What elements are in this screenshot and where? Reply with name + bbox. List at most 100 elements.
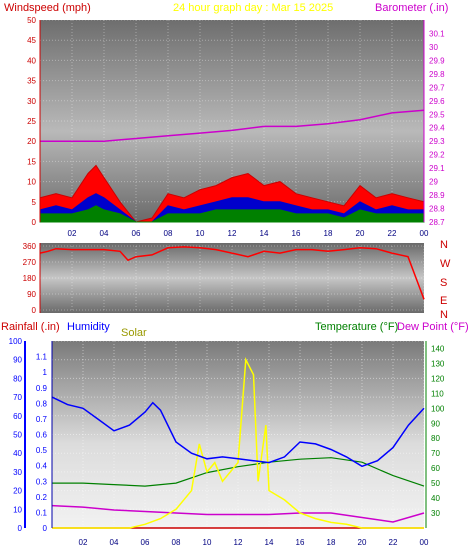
temperature-y-tick: 70 (431, 449, 440, 458)
direction-letter: E (440, 295, 447, 307)
date-title: 24 hour graph day : Mar 15 2025 (173, 2, 333, 14)
solar-line (52, 356, 424, 529)
temperature-y-tick: 50 (431, 479, 440, 488)
humidity-y-tick: 90 (13, 356, 22, 365)
direction-axes: 0 90 180 270 360 (23, 242, 41, 315)
barometer-y-tick: 29.1 (429, 164, 445, 173)
barometer-y-tick: 30 (429, 43, 438, 52)
direction-y-tick: 270 (23, 258, 37, 267)
weather-x-tick: 00 (420, 538, 429, 547)
wind-x-tick: 20 (356, 229, 365, 238)
weather-x-tick: 04 (110, 538, 119, 547)
direction-grid (40, 245, 425, 311)
rain-y-tick: 0.6 (36, 431, 48, 440)
low-wind-area (39, 205, 425, 223)
rainfall-title: Rainfall (.in) (1, 321, 60, 333)
direction-line (39, 246, 425, 300)
barometer-y-tick: 29.9 (429, 56, 445, 65)
wind-y-tick: 10 (27, 178, 36, 187)
direction-letter: S (440, 277, 447, 289)
humidity-title: Humidity (67, 321, 110, 333)
rain-y-tick: 0.2 (36, 493, 48, 502)
wind-axes: 02 04 06 08 10 12 14 16 18 20 22 000510152025303540… (27, 16, 445, 238)
wind-x-tick: 10 (196, 229, 205, 238)
rain-y-tick: 1.1 (36, 353, 48, 362)
weather-marks (51, 356, 425, 529)
humidity-y-tick: 80 (13, 374, 22, 383)
wind-x-tick: 18 (324, 229, 333, 238)
humidity-y-tick: 10 (13, 505, 22, 514)
wind-y-tick: 20 (27, 137, 36, 146)
humidity-y-tick: 30 (13, 468, 22, 477)
wind-x-tick: 08 (164, 229, 173, 238)
barometer-title: Barometer (.in) (375, 2, 448, 14)
wind-y-tick: 45 (27, 36, 36, 45)
barometer-y-tick: 29 (429, 178, 438, 187)
humidity-y-tick: 0 (18, 524, 23, 533)
barometer-y-tick: 30.1 (429, 29, 445, 38)
wind-x-tick: 00 (420, 229, 429, 238)
wind-marks (39, 109, 425, 223)
barometer-y-tick: 28.8 (429, 205, 445, 214)
barometer-y-tick: 29.3 (429, 137, 445, 146)
temperature-y-tick: 110 (431, 389, 444, 398)
wind-x-tick: 16 (292, 229, 301, 238)
humidity-y-tick: 40 (13, 449, 22, 458)
rain-y-tick: 0.8 (36, 399, 48, 408)
wind-y-tick: 5 (32, 198, 37, 207)
weather-x-tick: 06 (141, 538, 150, 547)
barometer-y-tick: 28.9 (429, 191, 445, 200)
temperature-y-tick: 140 (431, 344, 445, 353)
barometer-y-tick: 29.7 (429, 83, 445, 92)
weather-x-tick: 08 (172, 538, 181, 547)
weather-axes: 02 04 06 08 10 12 14 16 18 20 22 000102030405060708… (9, 337, 445, 547)
humidity-line (51, 396, 425, 468)
temperature-line (52, 457, 425, 487)
weather-x-tick: 14 (265, 538, 274, 547)
weather-x-tick: 22 (389, 538, 398, 547)
temperature-y-tick: 90 (431, 419, 440, 428)
wind-x-tick: 12 (228, 229, 237, 238)
barometer-line (40, 109, 425, 142)
direction-letter: N (440, 309, 448, 321)
direction-letter: W (440, 258, 451, 270)
rain-y-tick: 0 (43, 524, 48, 533)
solar-title: Solar (121, 327, 147, 339)
humidity-y-tick: 100 (9, 337, 23, 346)
wind-y-tick: 35 (27, 77, 36, 86)
temperature-y-tick: 100 (431, 404, 445, 413)
wind-x-tick: 04 (100, 229, 109, 238)
wind-x-tick: 06 (132, 229, 141, 238)
rain-y-tick: 0.7 (36, 415, 48, 424)
temperature-y-tick: 130 (431, 359, 445, 368)
humidity-y-tick: 20 (13, 487, 22, 496)
windspeed-title: Windspeed (mph) (4, 2, 91, 14)
rain-y-tick: 0.9 (36, 384, 48, 393)
barometer-y-tick: 29.8 (429, 70, 445, 79)
rain-y-tick: 0.5 (36, 446, 48, 455)
wind-y-tick: 25 (27, 117, 36, 126)
dewpoint-line (51, 504, 425, 523)
barometer-y-tick: 29.4 (429, 124, 445, 133)
wind-x-tick: 14 (260, 229, 269, 238)
wind-y-tick: 50 (27, 16, 36, 25)
direction-marks (39, 246, 425, 300)
weather-panel-bg (52, 341, 424, 528)
temperature-y-tick: 120 (431, 374, 445, 383)
wind-y-tick: 40 (27, 56, 36, 65)
wind-x-tick: 02 (68, 229, 77, 238)
temperature-y-tick: 80 (431, 434, 440, 443)
dewpoint-title: Dew Point (°F) (397, 321, 469, 333)
rain-y-tick: 0.1 (36, 508, 48, 517)
weather-x-tick: 02 (79, 538, 88, 547)
rain-y-tick: 0.4 (36, 462, 48, 471)
wind-y-tick: 0 (32, 218, 37, 227)
rain-y-tick: 1 (43, 368, 48, 377)
temperature-y-tick: 30 (431, 509, 440, 518)
gust-area (39, 164, 425, 223)
temperature-title: Temperature (°F) (315, 321, 398, 333)
weather-x-tick: 10 (203, 538, 212, 547)
humidity-y-tick: 70 (13, 393, 22, 402)
direction-panel-bg (40, 243, 424, 313)
